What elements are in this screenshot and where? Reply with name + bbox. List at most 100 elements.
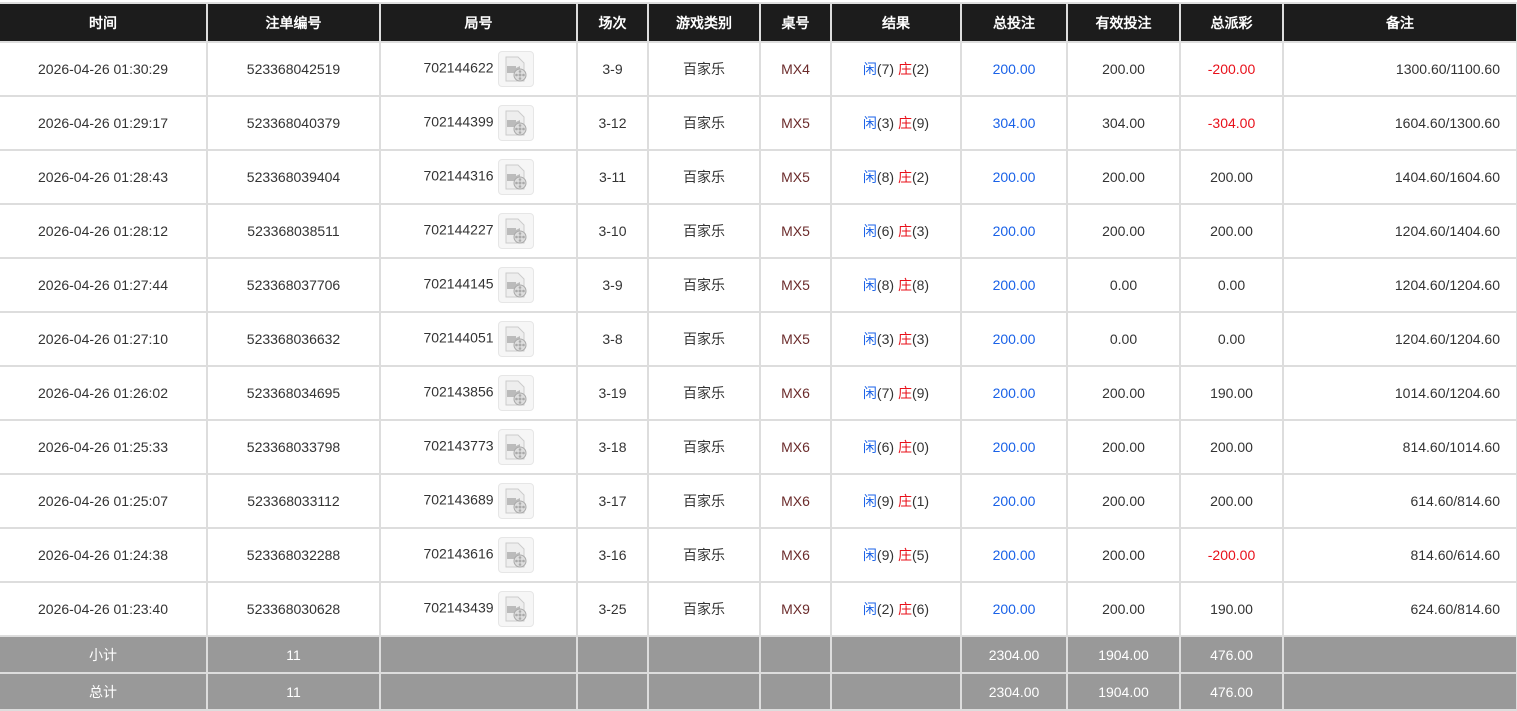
video-replay-icon[interactable] bbox=[497, 483, 534, 519]
video-replay-icon[interactable] bbox=[497, 159, 534, 195]
remark-cell: 1300.60/1100.60 bbox=[1283, 41, 1517, 97]
result-cell: 闲(6) 庄(0) bbox=[831, 419, 962, 475]
remark-cell: 1604.60/1300.60 bbox=[1283, 95, 1517, 151]
result-cell: 闲(9) 庄(5) bbox=[831, 527, 962, 583]
round-cell: 702144399 bbox=[380, 95, 578, 151]
player-points: (7) bbox=[876, 61, 895, 77]
table-no-cell: MX5 bbox=[760, 149, 832, 205]
session-cell: 3-10 bbox=[577, 203, 649, 259]
banker-points: (3) bbox=[911, 223, 930, 239]
table-no-cell: MX5 bbox=[760, 203, 832, 259]
banker-label: 庄 bbox=[897, 601, 912, 617]
result-cell: 闲(7) 庄(9) bbox=[831, 365, 962, 421]
video-replay-icon[interactable] bbox=[497, 375, 534, 411]
video-replay-icon[interactable] bbox=[497, 429, 534, 465]
header-game-type[interactable]: 游戏类别 bbox=[648, 3, 761, 42]
total-total-bet: 2304.00 bbox=[961, 672, 1068, 711]
game-type-cell: 百家乐 bbox=[648, 41, 761, 97]
table-row: 2026-04-26 01:29:17 523368040379 7021443… bbox=[0, 95, 1517, 151]
header-round[interactable]: 局号 bbox=[380, 3, 578, 42]
player-label: 闲 bbox=[862, 493, 877, 509]
header-bet-id[interactable]: 注单编号 bbox=[207, 3, 381, 42]
time-cell: 2026-04-26 01:25:07 bbox=[0, 473, 208, 529]
valid-bet-cell: 200.00 bbox=[1067, 365, 1181, 421]
empty-cell bbox=[831, 635, 962, 674]
subtotal-valid-bet: 1904.00 bbox=[1067, 635, 1181, 674]
remark-cell: 1204.60/1204.60 bbox=[1283, 311, 1517, 367]
bet-id-cell: 523368030628 bbox=[207, 581, 381, 637]
game-type-cell: 百家乐 bbox=[648, 419, 761, 475]
header-valid-bet[interactable]: 有效投注 bbox=[1067, 3, 1181, 42]
header-time[interactable]: 时间 bbox=[0, 3, 208, 42]
round-number: 702143616 bbox=[423, 545, 494, 562]
empty-cell bbox=[648, 635, 761, 674]
total-bet-cell: 200.00 bbox=[961, 311, 1068, 367]
result-cell: 闲(2) 庄(6) bbox=[831, 581, 962, 637]
bet-id-cell: 523368040379 bbox=[207, 95, 381, 151]
header-total-bet[interactable]: 总投注 bbox=[961, 3, 1068, 42]
result-cell: 闲(7) 庄(2) bbox=[831, 41, 962, 97]
player-points: (7) bbox=[876, 385, 895, 401]
game-type-cell: 百家乐 bbox=[648, 149, 761, 205]
round-cell: 702144316 bbox=[380, 149, 578, 205]
header-remark[interactable]: 备注 bbox=[1283, 3, 1517, 42]
round-cell: 702143856 bbox=[380, 365, 578, 421]
round-number: 702143439 bbox=[423, 599, 494, 616]
video-replay-icon[interactable] bbox=[497, 51, 534, 87]
total-bet-cell: 200.00 bbox=[961, 419, 1068, 475]
player-points: (9) bbox=[876, 547, 895, 563]
player-label: 闲 bbox=[862, 385, 877, 401]
payout-cell: 200.00 bbox=[1180, 203, 1284, 259]
banker-points: (6) bbox=[911, 601, 930, 617]
header-table-no[interactable]: 桌号 bbox=[760, 3, 832, 42]
payout-cell: -200.00 bbox=[1180, 41, 1284, 97]
banker-label: 庄 bbox=[897, 439, 912, 455]
time-cell: 2026-04-26 01:26:02 bbox=[0, 365, 208, 421]
player-points: (6) bbox=[876, 439, 895, 455]
header-result[interactable]: 结果 bbox=[831, 3, 962, 42]
session-cell: 3-19 bbox=[577, 365, 649, 421]
table-no-cell: MX6 bbox=[760, 365, 832, 421]
bet-id-cell: 523368032288 bbox=[207, 527, 381, 583]
total-payout: 476.00 bbox=[1180, 672, 1284, 711]
empty-cell bbox=[577, 672, 649, 711]
valid-bet-cell: 304.00 bbox=[1067, 95, 1181, 151]
payout-cell: 0.00 bbox=[1180, 311, 1284, 367]
time-cell: 2026-04-26 01:29:17 bbox=[0, 95, 208, 151]
player-label: 闲 bbox=[862, 61, 877, 77]
empty-cell bbox=[577, 635, 649, 674]
player-label: 闲 bbox=[862, 169, 877, 185]
total-bet-cell: 200.00 bbox=[961, 149, 1068, 205]
banker-points: (0) bbox=[911, 439, 930, 455]
header-payout[interactable]: 总派彩 bbox=[1180, 3, 1284, 42]
video-replay-icon[interactable] bbox=[497, 591, 534, 627]
time-cell: 2026-04-26 01:27:10 bbox=[0, 311, 208, 367]
video-replay-icon[interactable] bbox=[497, 537, 534, 573]
subtotal-label: 小计 bbox=[0, 635, 208, 674]
round-number: 702144051 bbox=[423, 329, 494, 346]
video-replay-icon[interactable] bbox=[497, 321, 534, 357]
game-type-cell: 百家乐 bbox=[648, 311, 761, 367]
total-bet-cell: 200.00 bbox=[961, 365, 1068, 421]
table-row: 2026-04-26 01:28:12 523368038511 7021442… bbox=[0, 203, 1517, 259]
video-replay-icon[interactable] bbox=[497, 105, 534, 141]
session-cell: 3-18 bbox=[577, 419, 649, 475]
game-type-cell: 百家乐 bbox=[648, 473, 761, 529]
header-session[interactable]: 场次 bbox=[577, 3, 649, 42]
result-cell: 闲(6) 庄(3) bbox=[831, 203, 962, 259]
banker-label: 庄 bbox=[897, 493, 912, 509]
total-label: 总计 bbox=[0, 672, 208, 711]
table-no-cell: MX6 bbox=[760, 473, 832, 529]
banker-points: (5) bbox=[911, 547, 930, 563]
banker-points: (1) bbox=[911, 493, 930, 509]
remark-cell: 1204.60/1404.60 bbox=[1283, 203, 1517, 259]
session-cell: 3-9 bbox=[577, 41, 649, 97]
round-number: 702143773 bbox=[423, 437, 494, 454]
video-replay-icon[interactable] bbox=[497, 267, 534, 303]
table-no-cell: MX9 bbox=[760, 581, 832, 637]
banker-points: (2) bbox=[911, 169, 930, 185]
subtotal-total-bet: 2304.00 bbox=[961, 635, 1068, 674]
session-cell: 3-17 bbox=[577, 473, 649, 529]
video-replay-icon[interactable] bbox=[497, 213, 534, 249]
bet-id-cell: 523368042519 bbox=[207, 41, 381, 97]
